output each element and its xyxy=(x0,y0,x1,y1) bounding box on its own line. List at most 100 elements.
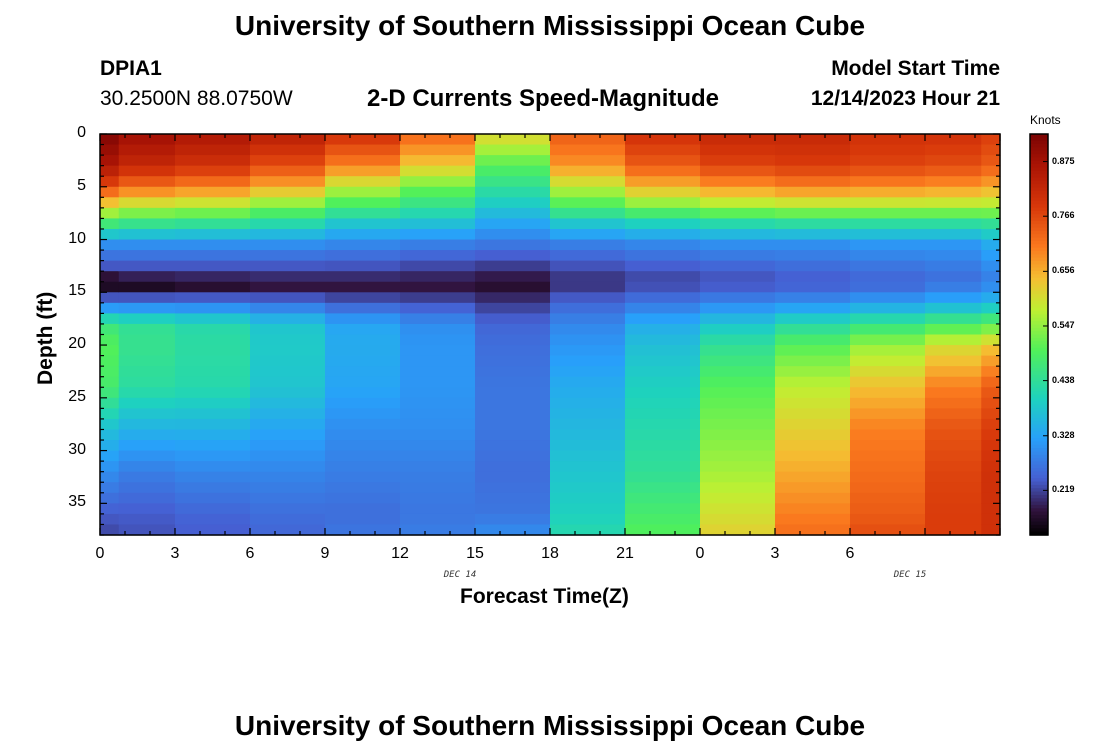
heatmap-cell xyxy=(625,134,701,146)
heatmap-cell xyxy=(925,345,982,357)
heatmap-cell xyxy=(400,313,476,325)
heatmap-cell xyxy=(700,323,776,336)
heatmap-cell xyxy=(981,134,1001,146)
heatmap-cell xyxy=(175,440,251,452)
heatmap-cell xyxy=(400,176,476,188)
heatmap-cell xyxy=(250,165,326,177)
heatmap-cell xyxy=(981,323,1001,336)
colorbar-segment xyxy=(1030,468,1048,473)
heatmap-cell xyxy=(850,461,926,473)
heatmap-cell xyxy=(550,323,626,336)
colorbar-segment xyxy=(1030,294,1048,299)
heatmap-cell xyxy=(625,345,701,357)
colorbar-segment xyxy=(1030,371,1048,376)
heatmap-cell xyxy=(925,155,982,167)
heatmap-cell xyxy=(625,228,701,241)
heatmap-cell xyxy=(400,429,476,441)
heatmap-cell xyxy=(325,334,401,346)
heatmap-cell xyxy=(475,239,551,251)
colorbar-segment xyxy=(1030,177,1048,182)
colorbar-segment xyxy=(1030,531,1048,536)
colorbar-segment xyxy=(1030,240,1048,245)
heatmap-cell xyxy=(325,355,401,367)
heatmap-cell xyxy=(925,197,982,209)
heatmap-cell xyxy=(625,239,701,251)
heatmap-cell xyxy=(625,281,701,293)
colorbar-segment xyxy=(1030,207,1048,212)
heatmap-cell xyxy=(100,397,120,409)
heatmap-cell xyxy=(700,524,776,536)
heatmap-cell xyxy=(925,408,982,420)
heatmap-cell xyxy=(625,376,701,388)
heatmap-cell xyxy=(475,228,551,241)
heatmap-cell xyxy=(625,440,701,452)
heatmap-cell xyxy=(175,281,251,293)
heatmap-cell xyxy=(325,228,401,241)
heatmap-cell xyxy=(400,397,476,409)
heatmap-cell xyxy=(550,271,626,283)
heatmap-cell xyxy=(775,513,851,526)
heatmap-cell xyxy=(775,323,851,336)
heatmap-cell xyxy=(175,228,251,241)
colorbar-segment xyxy=(1030,434,1048,439)
heatmap-cell xyxy=(325,260,401,272)
heatmap-cell xyxy=(118,524,176,536)
heatmap-cell xyxy=(175,176,251,188)
colorbar-segment xyxy=(1030,411,1048,416)
heatmap-cell xyxy=(700,471,776,483)
heatmap-cell xyxy=(700,366,776,378)
heatmap-cell xyxy=(118,197,176,209)
heatmap-cells xyxy=(100,134,1001,536)
heatmap-cell xyxy=(550,513,626,526)
heatmap-cell xyxy=(475,513,551,526)
colorbar-segment xyxy=(1030,391,1048,396)
colorbar-segment xyxy=(1030,397,1048,402)
colorbar-segment xyxy=(1030,444,1048,449)
heatmap-cell xyxy=(325,239,401,251)
heatmap-cell xyxy=(925,482,982,494)
heatmap-cell xyxy=(475,387,551,399)
colorbar-segment xyxy=(1030,214,1048,219)
colorbar-segment xyxy=(1030,174,1048,179)
colorbar-segment xyxy=(1030,237,1048,242)
heatmap-cell xyxy=(550,471,626,483)
colorbar-segment xyxy=(1030,220,1048,225)
heatmap-cell xyxy=(850,345,926,357)
heatmap-cell xyxy=(325,524,401,536)
colorbar-segment xyxy=(1030,384,1048,389)
colorbar-segment xyxy=(1030,210,1048,215)
heatmap-cell xyxy=(850,440,926,452)
heatmap-cell xyxy=(850,176,926,188)
heatmap-cell xyxy=(325,397,401,409)
heatmap-cell xyxy=(850,271,926,283)
heatmap-cell xyxy=(550,345,626,357)
heatmap-cell xyxy=(400,260,476,272)
heatmap-cell xyxy=(475,461,551,473)
heatmap-cell xyxy=(400,471,476,483)
heatmap-cell xyxy=(850,387,926,399)
heatmap-cell xyxy=(100,155,120,167)
heatmap-cell xyxy=(118,387,176,399)
heatmap-cell xyxy=(475,418,551,431)
colorbar-segment xyxy=(1030,508,1048,513)
x-tick-label: 9 xyxy=(320,545,330,562)
heatmap-cell xyxy=(325,197,401,209)
heatmap-cell xyxy=(118,218,176,230)
heatmap-cell xyxy=(250,323,326,336)
heatmap-cell xyxy=(100,334,120,346)
y-tick-label: 15 xyxy=(68,282,86,300)
heatmap-cell xyxy=(925,440,982,452)
heatmap-cell xyxy=(775,207,851,220)
axes xyxy=(99,133,1001,536)
heatmap-cell xyxy=(850,302,926,314)
colorbar-segment xyxy=(1030,528,1048,533)
heatmap-cell xyxy=(850,239,926,251)
heatmap-cell xyxy=(850,207,926,220)
colorbar-segment xyxy=(1030,331,1048,336)
heatmap-cell xyxy=(700,492,776,504)
heatmap-cell xyxy=(175,292,251,304)
heatmap-cell xyxy=(850,355,926,367)
date-label: DEC 15 xyxy=(893,570,927,580)
heatmap-cell xyxy=(981,408,1001,420)
heatmap-cell xyxy=(400,418,476,431)
